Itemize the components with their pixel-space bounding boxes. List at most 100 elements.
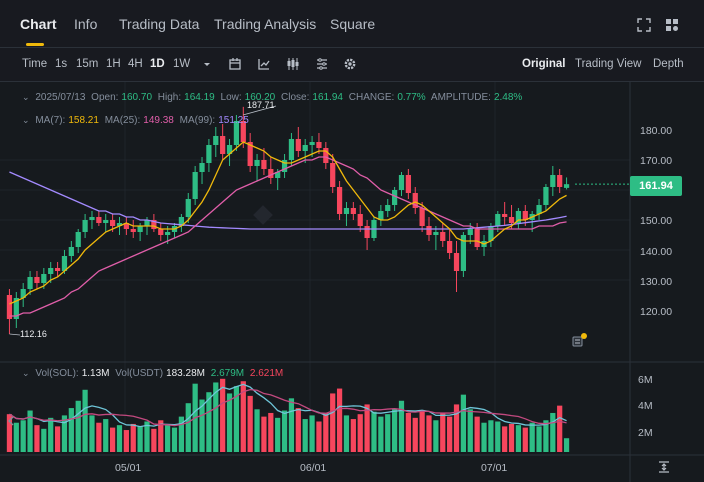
collapse-chevron-icon[interactable]: ⌄ <box>22 92 30 102</box>
tab-chart[interactable]: Chart <box>20 16 57 32</box>
interval-1s[interactable]: 1s <box>55 58 68 70</box>
candles-icon[interactable] <box>286 57 300 71</box>
volume-bar <box>529 422 535 452</box>
volume-bar <box>158 420 164 452</box>
candle-body <box>247 142 253 166</box>
candle-body <box>185 199 191 217</box>
chevron-down-icon[interactable] <box>200 57 214 71</box>
interval-time[interactable]: Time <box>22 58 48 70</box>
candle-body <box>54 268 61 271</box>
volume-bar <box>398 400 405 452</box>
volume-bar <box>199 399 205 452</box>
candle-body <box>330 163 336 187</box>
candle-date: 2025/07/13 <box>35 92 86 103</box>
volume-bar <box>89 415 95 452</box>
candle-body <box>309 142 315 145</box>
candle-body <box>412 193 418 208</box>
candle-body <box>378 211 384 220</box>
price-axis-label: 170.00 <box>640 155 673 167</box>
interval-1d[interactable]: 1D <box>150 58 165 70</box>
view-depth[interactable]: Depth <box>653 58 684 70</box>
date-axis-label: 06/01 <box>300 462 327 474</box>
price-axis-label: 130.00 <box>640 276 673 288</box>
candle-body <box>440 232 446 241</box>
expand-icon[interactable] <box>636 18 652 34</box>
volume-bar <box>68 408 74 452</box>
volume-bar <box>343 415 350 452</box>
view-trading-view[interactable]: Trading View <box>575 58 642 70</box>
high-value: 164.19 <box>184 92 215 103</box>
volume-bar <box>350 419 356 452</box>
candle-body <box>61 256 68 271</box>
collapse-chevron-icon[interactable]: ⌄ <box>22 368 30 378</box>
ma25-line <box>9 156 567 317</box>
volume-bar <box>460 394 467 452</box>
interval-1w[interactable]: 1W <box>173 58 191 70</box>
candle-body <box>34 277 40 283</box>
interval-15m[interactable]: 15m <box>76 58 99 70</box>
volume-bar <box>495 421 501 452</box>
vol-usdt-label: Vol(USDT) <box>115 368 164 379</box>
candle-body <box>178 217 185 226</box>
tab-trading-analysis[interactable]: Trading Analysis <box>214 16 317 32</box>
low-marker-line <box>9 333 21 336</box>
volume-bar <box>391 409 398 452</box>
volume-bar <box>467 409 473 452</box>
template-icon[interactable] <box>315 57 329 71</box>
candle-body <box>295 139 301 151</box>
candle-body <box>254 160 260 166</box>
tab-trading-data[interactable]: Trading Data <box>119 16 200 32</box>
scale-toggle-icon[interactable] <box>657 460 671 474</box>
volume-bar <box>357 414 363 452</box>
candle-body <box>213 136 219 145</box>
price-axis-label: 150.00 <box>640 215 673 227</box>
ma7-label: MA(7): <box>35 115 66 126</box>
candle-body <box>302 145 308 151</box>
candle-body <box>199 163 205 172</box>
volume-bar <box>288 398 295 452</box>
indicator-icon[interactable] <box>257 57 271 71</box>
scroll-left-icon[interactable] <box>6 414 16 428</box>
volume-bar <box>137 426 143 452</box>
volume-bar <box>453 404 460 452</box>
volume-bar <box>75 400 81 452</box>
tab-square[interactable]: Square <box>330 16 376 32</box>
volume-bar <box>6 414 13 452</box>
volume-bar <box>261 416 267 452</box>
candle-body <box>20 289 26 298</box>
chart-area[interactable] <box>0 82 704 482</box>
candle-body <box>515 211 522 223</box>
interval-4h[interactable]: 4H <box>128 58 143 70</box>
alert-bell-icon[interactable] <box>571 332 587 348</box>
volume-bar <box>96 422 102 452</box>
volume-bar <box>336 388 343 452</box>
chart-tabs: Chart Info Trading Data Trading Analysis… <box>0 0 704 48</box>
interval-1h[interactable]: 1H <box>106 58 121 70</box>
volume-bar <box>247 395 253 452</box>
volume-ma-line <box>9 383 567 428</box>
volume-bar <box>103 419 109 452</box>
candle-body <box>508 217 515 223</box>
volume-bar <box>123 430 129 452</box>
collapse-chevron-icon[interactable]: ⌄ <box>22 115 30 125</box>
volume-info: ⌄ Vol(SOL): 1.13M Vol(USDT) 183.28M 2.679M… <box>22 368 286 379</box>
candle-body <box>488 226 494 241</box>
ma25-value: 149.38 <box>143 115 174 126</box>
candle-body <box>281 160 288 172</box>
candle-body <box>433 232 439 235</box>
candle-body <box>130 229 136 232</box>
calendar-icon[interactable] <box>228 57 242 71</box>
candle-body <box>68 247 74 256</box>
candle-body <box>226 145 233 154</box>
tab-info[interactable]: Info <box>74 16 98 32</box>
view-original[interactable]: Original <box>522 58 566 70</box>
volume-bar <box>522 427 528 452</box>
layout-grid-icon[interactable] <box>664 18 680 34</box>
volume-bar <box>165 425 171 452</box>
volume-bar <box>213 382 219 452</box>
candle-body <box>89 217 95 220</box>
candle-body <box>240 121 246 142</box>
last-price-tag: 161.94 <box>630 176 682 196</box>
settings-icon[interactable] <box>343 57 357 71</box>
price-chart[interactable] <box>0 82 704 482</box>
